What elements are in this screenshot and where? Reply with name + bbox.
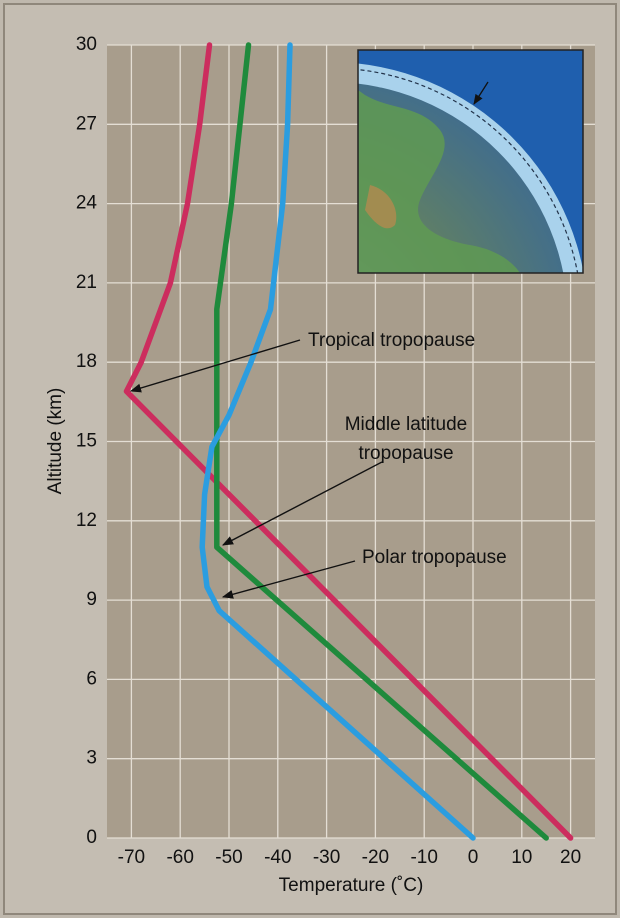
- x-tick-label: -70: [118, 847, 145, 868]
- series-line: [199, 42, 476, 841]
- series-line: [123, 42, 574, 841]
- annotation-text: Middle latitude: [345, 414, 468, 435]
- annotation-text: tropopause: [358, 443, 453, 464]
- x-tick-label: -50: [215, 847, 242, 868]
- y-tick-label: 12: [76, 510, 97, 531]
- annotation-arrow: [129, 339, 301, 393]
- y-tick-label: 15: [76, 431, 97, 452]
- x-tick-label: 20: [560, 847, 581, 868]
- inset-border: [357, 49, 584, 274]
- x-axis-label: Temperature (˚C): [279, 875, 424, 896]
- x-tick-label: -20: [362, 847, 389, 868]
- annotation-arrow: [221, 560, 356, 599]
- y-tick-label: 30: [76, 34, 97, 55]
- y-tick-label: 24: [76, 193, 98, 214]
- series-line: [214, 42, 549, 841]
- y-tick-label: 9: [86, 589, 97, 610]
- inset-arrow: [473, 81, 489, 105]
- x-tick-label: -10: [410, 847, 437, 868]
- annotation-text: Tropical tropopause: [308, 330, 475, 351]
- annotation-arrow: [222, 461, 383, 546]
- x-tick-label: -60: [166, 847, 193, 868]
- annotation-text: Polar tropopause: [362, 547, 507, 568]
- x-tick-label: -40: [264, 847, 291, 868]
- y-tick-label: 21: [76, 272, 97, 293]
- y-tick-label: 3: [86, 748, 97, 769]
- y-tick-label: 27: [76, 113, 97, 134]
- x-tick-label: 0: [468, 847, 479, 868]
- y-tick-label: 0: [86, 827, 97, 848]
- x-tick-label: -30: [313, 847, 340, 868]
- inset-image: [358, 50, 583, 273]
- y-axis-label: Altitude (km): [45, 388, 66, 495]
- x-tick-label: 10: [511, 847, 532, 868]
- y-tick-label: 18: [76, 351, 97, 372]
- y-tick-label: 6: [86, 668, 97, 689]
